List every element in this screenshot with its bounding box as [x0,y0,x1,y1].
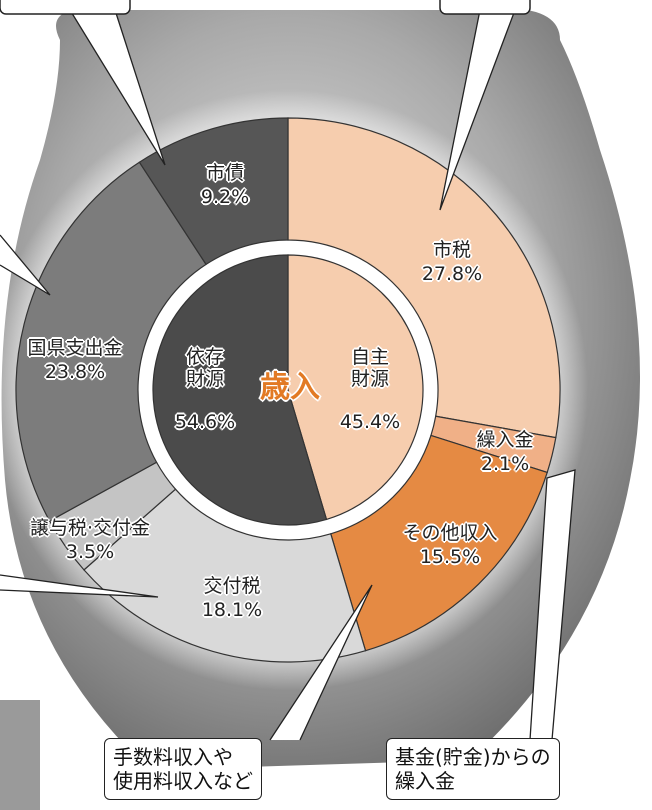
value-label: 27.8% [422,263,482,285]
callout-box [0,0,130,14]
segment-label: 国県支出金 [27,337,122,359]
segment-label: 交付税 [203,575,260,597]
segment-label: 自主財源 [350,346,390,390]
vase-small [0,700,40,810]
callout-box [440,0,530,14]
chart-title: 歳入 [260,377,320,399]
segment-label: 譲与税·交付金 [30,517,150,539]
annotation: 基金(貯金)からの 繰入金 [386,738,560,800]
value-label: 3.5% [66,541,114,563]
segment-label: 市債 [206,162,244,184]
page: 手数料収入や 使用料収入など 基金(貯金)からの 繰入金 歳入 自主財源 45.4… [0,0,652,810]
segment-label: 繰入金 [476,429,533,451]
value-label: 23.8% [45,361,105,383]
value-label: 18.1% [202,599,262,621]
value-label: 15.5% [420,546,480,568]
segment-label: 依存財源 [185,346,225,390]
chart [0,0,652,810]
annotation: 手数料収入や 使用料収入など [104,738,262,800]
segment-label: その他収入 [402,522,497,544]
value-label: 45.4% [340,411,400,433]
value-label: 2.1% [481,453,529,475]
value-label: 9.2% [201,186,249,208]
segment-label: 市税 [433,239,471,261]
value-label: 54.6% [175,411,235,433]
